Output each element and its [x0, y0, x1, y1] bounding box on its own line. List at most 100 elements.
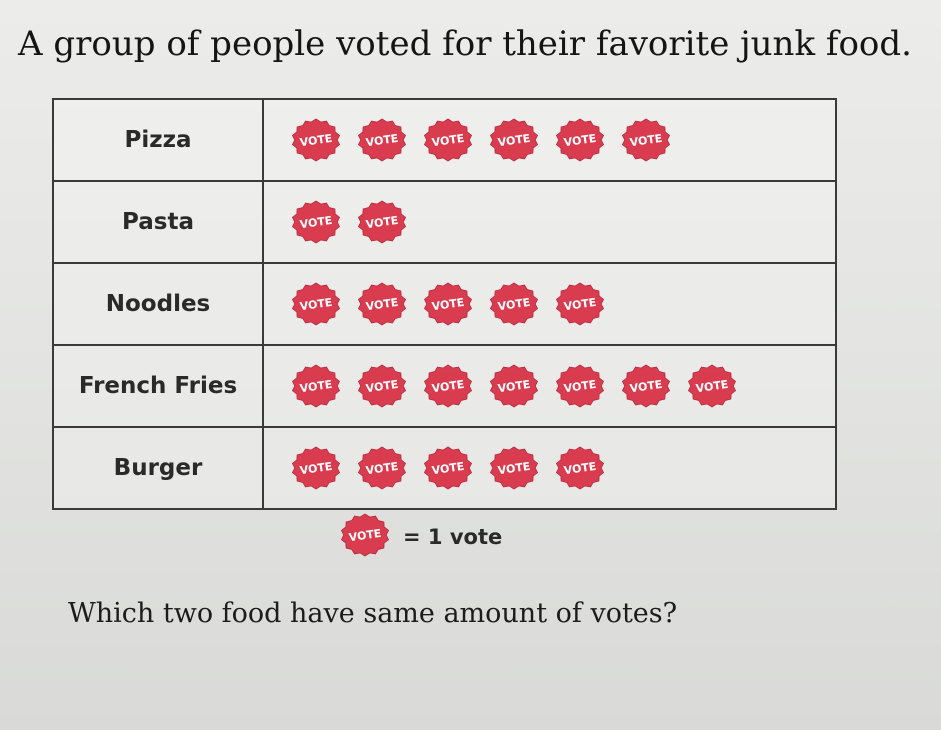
vote-badge-shape	[423, 364, 473, 408]
vote-badge-shape	[357, 364, 407, 408]
pictograph-row: Noodles VOTE VOTE VOTE VOTE VOTE	[52, 262, 837, 346]
row-icons-cell: VOTE VOTE VOTE VOTE VOTE VOTE VOTE	[262, 344, 837, 428]
vote-badge-shape	[489, 364, 539, 408]
vote-badge-shape	[687, 364, 737, 408]
pictograph-row: Pasta VOTE VOTE	[52, 180, 837, 264]
question-text: Which two food have same amount of votes…	[68, 598, 678, 629]
row-label: Pasta	[52, 180, 264, 264]
vote-badge-icon: VOTE	[489, 282, 539, 326]
vote-badge-icon: VOTE	[423, 364, 473, 408]
vote-badge-icon: VOTE	[291, 364, 341, 408]
vote-badge-icon: VOTE	[340, 513, 390, 557]
vote-badge-label: VOTE	[431, 378, 465, 395]
vote-badge-icon: VOTE	[357, 446, 407, 490]
row-label: Pizza	[52, 98, 264, 182]
row-icons-cell: VOTE VOTE VOTE VOTE VOTE	[262, 426, 837, 510]
vote-badge-label: VOTE	[431, 132, 465, 149]
row-label: Burger	[52, 426, 264, 510]
vote-badge-icon: VOTE	[423, 118, 473, 162]
vote-badge-icon: VOTE	[489, 364, 539, 408]
vote-badge-icon: VOTE	[555, 282, 605, 326]
vote-badge-icon: VOTE	[291, 200, 341, 244]
vote-badge-label: VOTE	[365, 378, 399, 395]
vote-badge-label: VOTE	[299, 296, 333, 313]
vote-badge-shape	[291, 364, 341, 408]
vote-badge-label: VOTE	[365, 460, 399, 477]
vote-badge-icon: VOTE	[357, 364, 407, 408]
row-icons-cell: VOTE VOTE	[262, 180, 837, 264]
vote-badge-shape	[423, 118, 473, 162]
legend-text: = 1 vote	[403, 525, 503, 549]
row-icons: VOTE VOTE VOTE VOTE VOTE VOTE	[278, 117, 835, 163]
vote-badge-icon: VOTE	[555, 364, 605, 408]
vote-badge-icon: VOTE	[291, 118, 341, 162]
vote-badge-icon: VOTE	[621, 364, 671, 408]
row-icons-cell: VOTE VOTE VOTE VOTE VOTE	[262, 262, 837, 346]
vote-badge-label: VOTE	[563, 460, 597, 477]
row-icons: VOTE VOTE VOTE VOTE VOTE VOTE VOTE	[278, 363, 835, 409]
vote-badge-icon: VOTE	[423, 282, 473, 326]
vote-badge-label: VOTE	[431, 296, 465, 313]
vote-badge-label: VOTE	[299, 132, 333, 149]
vote-badge-shape	[291, 200, 341, 244]
vote-badge-label: VOTE	[299, 214, 333, 231]
pictograph-body: Pizza VOTE VOTE VOTE VOTE VOTE VOTE Pasta VOTE VO…	[52, 98, 837, 510]
vote-badge-label: VOTE	[348, 527, 382, 544]
legend-vote-icon: VOTE	[335, 512, 395, 562]
vote-badge-shape	[340, 513, 390, 557]
vote-badge-label: VOTE	[629, 132, 663, 149]
vote-badge-label: VOTE	[497, 296, 531, 313]
vote-badge-label: VOTE	[299, 378, 333, 395]
pictograph-row: French Fries VOTE VOTE VOTE VOTE VOTE VOTE VOTE	[52, 344, 837, 428]
vote-badge-shape	[423, 282, 473, 326]
row-label: French Fries	[52, 344, 264, 428]
vote-badge-icon: VOTE	[291, 282, 341, 326]
vote-badge-icon: VOTE	[357, 118, 407, 162]
vote-badge-label: VOTE	[563, 296, 597, 313]
vote-badge-shape	[357, 118, 407, 162]
vote-badge-icon: VOTE	[357, 282, 407, 326]
vote-badge-label: VOTE	[365, 132, 399, 149]
vote-badge-label: VOTE	[431, 460, 465, 477]
vote-badge-icon: VOTE	[687, 364, 737, 408]
vote-badge-label: VOTE	[497, 460, 531, 477]
vote-badge-label: VOTE	[563, 132, 597, 149]
vote-badge-label: VOTE	[365, 296, 399, 313]
vote-badge-shape	[357, 200, 407, 244]
pictograph-row: Burger VOTE VOTE VOTE VOTE VOTE	[52, 426, 837, 510]
vote-badge-icon: VOTE	[291, 446, 341, 490]
vote-badge-icon: VOTE	[489, 118, 539, 162]
vote-badge-shape	[555, 364, 605, 408]
chart-title: A group of people voted for their favori…	[18, 24, 912, 64]
vote-badge-label: VOTE	[497, 378, 531, 395]
vote-badge-shape	[291, 446, 341, 490]
vote-badge-icon: VOTE	[423, 446, 473, 490]
vote-badge-shape	[291, 282, 341, 326]
vote-badge-shape	[423, 446, 473, 490]
vote-badge-shape	[555, 118, 605, 162]
vote-badge-shape	[555, 446, 605, 490]
pictograph-row: Pizza VOTE VOTE VOTE VOTE VOTE VOTE	[52, 98, 837, 182]
vote-badge-label: VOTE	[629, 378, 663, 395]
legend-key: VOTE = 1 vote	[335, 512, 502, 562]
vote-badge-shape	[357, 446, 407, 490]
vote-badge-label: VOTE	[365, 214, 399, 231]
vote-badge-shape	[489, 282, 539, 326]
pictograph-table: Pizza VOTE VOTE VOTE VOTE VOTE VOTE Pasta VOTE VO…	[52, 98, 837, 510]
vote-badge-shape	[555, 282, 605, 326]
vote-badge-shape	[291, 118, 341, 162]
vote-badge-shape	[621, 118, 671, 162]
row-label: Noodles	[52, 262, 264, 346]
vote-badge-shape	[357, 282, 407, 326]
row-icons-cell: VOTE VOTE VOTE VOTE VOTE VOTE	[262, 98, 837, 182]
vote-badge-shape	[489, 446, 539, 490]
vote-badge-shape	[621, 364, 671, 408]
vote-badge-icon: VOTE	[357, 200, 407, 244]
vote-badge-label: VOTE	[299, 460, 333, 477]
row-icons: VOTE VOTE VOTE VOTE VOTE	[278, 445, 835, 491]
vote-badge-icon: VOTE	[555, 118, 605, 162]
vote-badge-shape	[489, 118, 539, 162]
vote-badge-icon: VOTE	[489, 446, 539, 490]
vote-badge-icon: VOTE	[621, 118, 671, 162]
